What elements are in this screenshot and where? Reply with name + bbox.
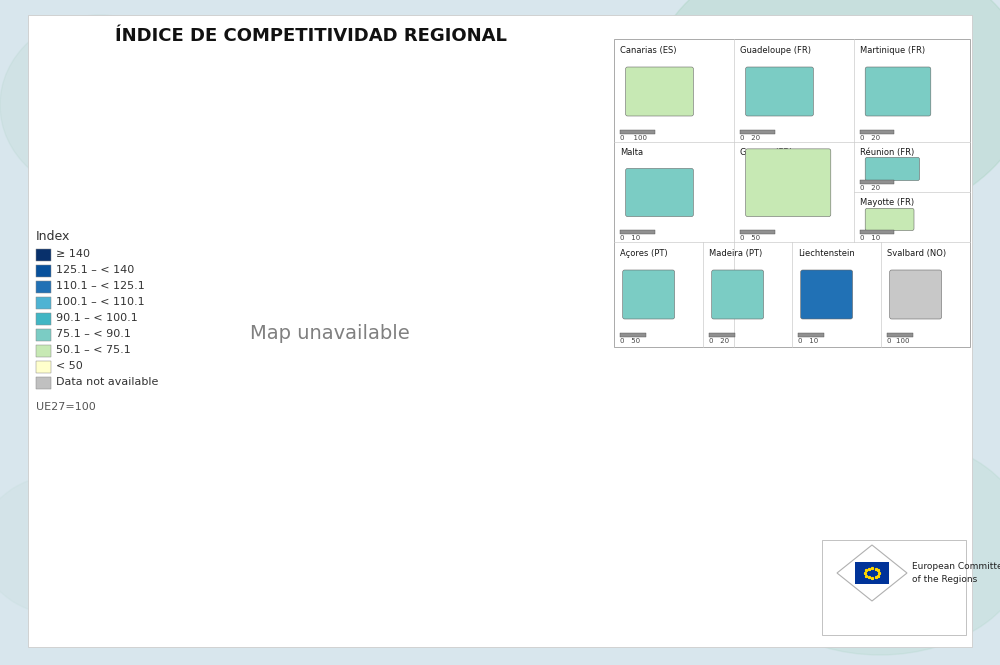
- FancyBboxPatch shape: [626, 168, 693, 217]
- Text: 0   10: 0 10: [860, 235, 880, 241]
- FancyBboxPatch shape: [865, 67, 931, 116]
- FancyBboxPatch shape: [746, 67, 813, 116]
- Bar: [620, 333, 646, 337]
- Ellipse shape: [0, 475, 140, 615]
- Bar: [740, 230, 775, 234]
- Text: 0   20: 0 20: [860, 185, 880, 191]
- Bar: [36, 329, 51, 341]
- Text: Liechtenstein: Liechtenstein: [798, 249, 855, 258]
- Bar: [798, 333, 824, 337]
- Text: 0   10: 0 10: [798, 338, 818, 344]
- Text: 75.1 – < 90.1: 75.1 – < 90.1: [56, 329, 131, 339]
- Ellipse shape: [730, 435, 1000, 655]
- FancyBboxPatch shape: [626, 67, 693, 116]
- FancyBboxPatch shape: [865, 208, 914, 231]
- Text: ≥ 140: ≥ 140: [56, 249, 90, 259]
- Text: Guadeloupe (FR): Guadeloupe (FR): [740, 46, 811, 55]
- Text: UE27=100: UE27=100: [36, 402, 96, 412]
- Text: 0   10: 0 10: [620, 235, 640, 241]
- FancyBboxPatch shape: [890, 270, 942, 319]
- Text: 0   50: 0 50: [620, 338, 640, 344]
- Text: Svalbard (NO): Svalbard (NO): [887, 249, 946, 258]
- Ellipse shape: [0, 15, 200, 195]
- Bar: [740, 130, 775, 134]
- Text: 0   20: 0 20: [740, 135, 760, 141]
- Bar: [855, 562, 889, 584]
- Bar: [620, 130, 655, 134]
- Text: Madeira (PT): Madeira (PT): [709, 249, 762, 258]
- Text: 0  100: 0 100: [887, 338, 910, 344]
- Text: < 50: < 50: [56, 361, 83, 371]
- Text: 110.1 – < 125.1: 110.1 – < 125.1: [56, 281, 145, 291]
- Bar: [887, 333, 913, 337]
- Bar: [36, 281, 51, 293]
- Bar: [36, 249, 51, 261]
- Bar: [860, 180, 894, 184]
- Text: Canarias (ES): Canarias (ES): [620, 46, 676, 55]
- Text: Data not available: Data not available: [56, 377, 158, 387]
- Bar: [36, 313, 51, 325]
- FancyBboxPatch shape: [746, 149, 831, 217]
- Bar: [614, 39, 970, 347]
- Bar: [860, 130, 894, 134]
- Polygon shape: [837, 545, 907, 601]
- Bar: [822, 540, 966, 635]
- Text: Malta: Malta: [620, 148, 643, 157]
- Bar: [36, 297, 51, 309]
- Text: 100.1 – < 110.1: 100.1 – < 110.1: [56, 297, 145, 307]
- FancyBboxPatch shape: [623, 270, 675, 319]
- Text: 125.1 – < 140: 125.1 – < 140: [56, 265, 134, 275]
- Bar: [709, 333, 735, 337]
- Text: 0   20: 0 20: [860, 135, 880, 141]
- Text: ÍNDICE DE COMPETITIVIDAD REGIONAL: ÍNDICE DE COMPETITIVIDAD REGIONAL: [115, 27, 507, 45]
- Text: Réunion (FR): Réunion (FR): [860, 148, 914, 157]
- Text: 0   50: 0 50: [740, 235, 760, 241]
- Bar: [36, 345, 51, 357]
- FancyBboxPatch shape: [865, 158, 920, 181]
- Text: Map unavailable: Map unavailable: [250, 325, 410, 343]
- Text: 90.1 – < 100.1: 90.1 – < 100.1: [56, 313, 138, 323]
- Text: 0    100: 0 100: [620, 135, 647, 141]
- Ellipse shape: [650, 0, 1000, 225]
- Text: Martinique (FR): Martinique (FR): [860, 46, 925, 55]
- Bar: [36, 265, 51, 277]
- Text: European Committee
of the Regions: European Committee of the Regions: [912, 562, 1000, 584]
- Bar: [860, 230, 894, 234]
- Text: Guyane (FR): Guyane (FR): [740, 148, 792, 157]
- Bar: [36, 361, 51, 373]
- Text: Mayotte (FR): Mayotte (FR): [860, 198, 914, 207]
- FancyBboxPatch shape: [712, 270, 764, 319]
- Bar: [620, 230, 655, 234]
- Text: 0   20: 0 20: [709, 338, 729, 344]
- Text: Açores (PT): Açores (PT): [620, 249, 668, 258]
- Bar: [36, 377, 51, 389]
- Text: Index: Index: [36, 230, 70, 243]
- Text: 50.1 – < 75.1: 50.1 – < 75.1: [56, 345, 131, 355]
- FancyBboxPatch shape: [801, 270, 853, 319]
